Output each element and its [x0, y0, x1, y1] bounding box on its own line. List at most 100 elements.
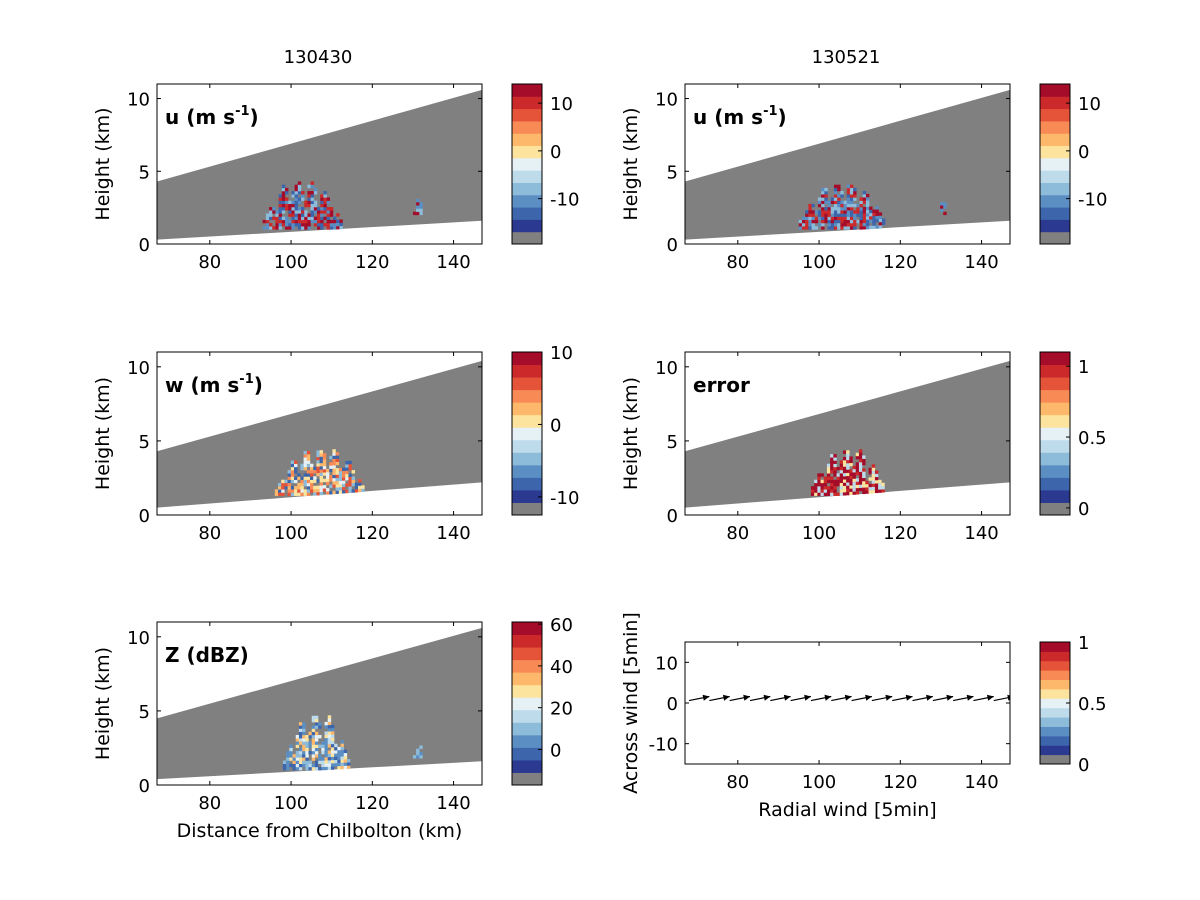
echo-cell: [821, 203, 825, 208]
echo-cell: [348, 467, 352, 471]
echo-cell: [339, 219, 343, 223]
echo-cell: [332, 461, 336, 466]
echo-cell: [839, 466, 844, 471]
x-tick-label: 140: [964, 252, 998, 273]
echo-cell: [342, 477, 346, 481]
echo-cell: [865, 197, 870, 201]
echo-cell: [837, 223, 841, 227]
echo-cell: [306, 473, 311, 477]
colorbar-swatch: [512, 647, 542, 661]
echo-cell: [327, 718, 332, 722]
echo-cell: [872, 225, 876, 229]
echo-cell: [878, 225, 883, 229]
echo-cell: [849, 491, 853, 496]
y-tick-label: 0: [667, 235, 678, 256]
echo-cell: [351, 479, 356, 484]
echo-cell: [306, 486, 311, 490]
echo-cell: [842, 485, 847, 490]
echo-cell: [846, 203, 851, 208]
echo-cell: [862, 219, 867, 224]
echo-cell: [805, 219, 809, 224]
echo-cell: [310, 473, 314, 477]
echo-cell: [305, 766, 309, 771]
echo-cell: [304, 210, 308, 214]
y-axis-label: Height (km): [620, 377, 642, 490]
echo-cell: [333, 216, 337, 220]
echo-cell: [846, 197, 851, 201]
echo-cell: [303, 450, 308, 455]
echo-cell: [324, 741, 328, 745]
echo-cell: [858, 465, 863, 469]
echo-cell: [297, 187, 302, 192]
echo-cell: [855, 455, 860, 460]
colorbar-swatch: [1040, 219, 1070, 233]
echo-cell: [321, 741, 325, 745]
echo-cell: [354, 489, 359, 493]
echo-cell: [330, 740, 335, 745]
echo-cell: [814, 479, 818, 484]
echo-cell: [316, 488, 320, 493]
echo-cell: [278, 207, 283, 211]
echo-cell: [286, 750, 290, 755]
echo-cell: [824, 191, 828, 195]
echo-cell: [842, 456, 847, 461]
echo-cell: [314, 763, 319, 768]
echo-cell: [323, 216, 327, 221]
echo-cell: [823, 482, 828, 487]
echo-cell: [814, 226, 819, 230]
echo-cell: [326, 216, 331, 221]
echo-cell: [840, 203, 844, 208]
colorbar-swatch: [512, 684, 542, 698]
echo-cell: [285, 187, 289, 192]
colorbar-tick-label: 0: [1078, 142, 1089, 163]
echo-cell: [275, 223, 279, 227]
echo-cell: [313, 485, 317, 490]
echo-cell: [824, 213, 828, 217]
echo-cell: [321, 744, 325, 748]
echo-cell: [871, 486, 876, 491]
colorbar-swatch: [1040, 642, 1070, 652]
colorbar-tick-label: 0: [550, 740, 561, 761]
echo-cell: [327, 737, 332, 742]
echo-cell: [833, 489, 837, 493]
echo-cell: [821, 197, 825, 201]
x-tick-label: 80: [198, 523, 221, 544]
echo-cell: [343, 749, 348, 754]
echo-cell: [303, 473, 308, 477]
echo-cell: [265, 226, 270, 230]
echo-cell: [843, 219, 847, 224]
echo-cell: [855, 462, 860, 466]
echo-cell: [319, 469, 324, 473]
colorbar-swatch: [512, 364, 542, 378]
echo-cell: [316, 456, 320, 461]
echo-cell: [262, 226, 267, 230]
echo-cell: [302, 738, 306, 742]
echo-cell: [314, 744, 319, 748]
echo-cell: [272, 207, 276, 211]
echo-cell: [294, 492, 298, 496]
echo-cell: [842, 479, 847, 483]
echo-cell: [340, 746, 344, 751]
echo-cell: [878, 479, 882, 484]
echo-cell: [324, 744, 328, 748]
echo-cell: [852, 485, 856, 489]
x-tick-label: 100: [802, 772, 836, 793]
echo-cell: [313, 492, 317, 496]
echo-cell: [843, 200, 847, 205]
echo-cell: [316, 469, 320, 474]
echo-cell: [318, 760, 322, 764]
echo-cell: [319, 478, 324, 483]
echo-cell: [301, 197, 305, 201]
echo-cell: [865, 219, 870, 223]
echo-cell: [310, 489, 314, 493]
echo-cell: [339, 222, 343, 227]
echo-cell: [842, 482, 847, 486]
echo-cell: [285, 226, 289, 230]
echo-cell: [842, 476, 847, 480]
echo-cell: [320, 200, 324, 205]
echo-cell: [846, 184, 851, 189]
echo-cell: [329, 478, 333, 482]
echo-cell: [308, 731, 312, 736]
